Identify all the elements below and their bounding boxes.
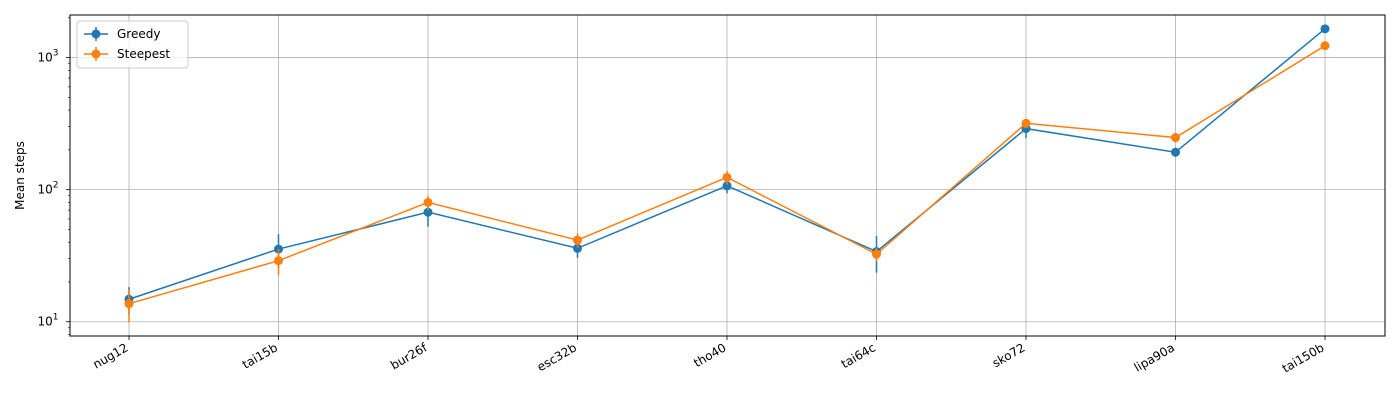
data-point bbox=[1021, 118, 1031, 128]
data-point bbox=[573, 243, 582, 253]
data-point bbox=[274, 256, 283, 266]
data-point bbox=[1171, 147, 1180, 157]
data-point bbox=[423, 197, 433, 207]
data-point bbox=[573, 235, 582, 245]
y-axis-label: Mean steps bbox=[13, 141, 27, 210]
plot-frame bbox=[69, 14, 1386, 337]
data-point bbox=[722, 172, 732, 182]
legend: Greedy Steepest bbox=[76, 20, 189, 69]
data-point bbox=[872, 249, 881, 259]
legend-marker bbox=[91, 49, 101, 59]
y-tick-label: 103 bbox=[37, 49, 58, 65]
legend-box bbox=[76, 20, 189, 69]
data-point bbox=[1171, 133, 1180, 143]
y-tick-label: 102 bbox=[37, 181, 58, 197]
series-layer bbox=[124, 24, 1330, 323]
data-point bbox=[124, 299, 134, 309]
legend-label: Greedy bbox=[117, 27, 160, 41]
data-point bbox=[1320, 41, 1330, 51]
legend-label: Steepest bbox=[117, 47, 170, 61]
series-steepest bbox=[124, 41, 1330, 323]
data-point bbox=[1320, 24, 1330, 34]
legend-marker bbox=[91, 29, 101, 39]
data-point bbox=[722, 181, 732, 191]
y-tick-label: 101 bbox=[37, 313, 58, 329]
data-point bbox=[423, 207, 433, 217]
